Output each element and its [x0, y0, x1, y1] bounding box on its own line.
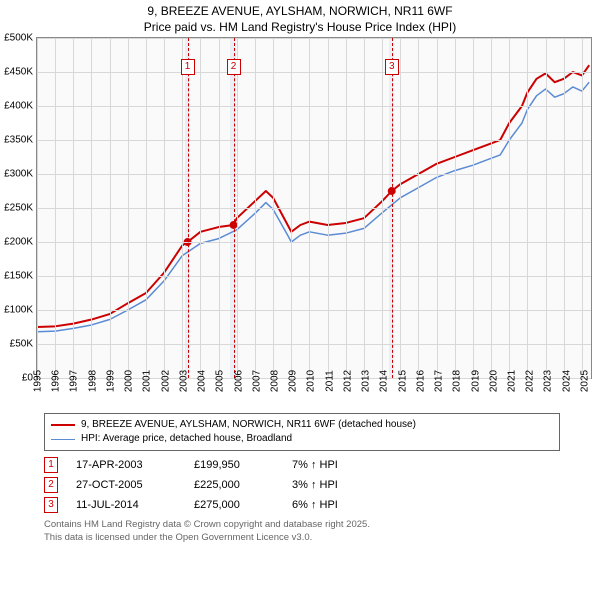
txn-pct: 3% ↑ HPI [292, 479, 338, 491]
x-tick-label: 1998 [83, 370, 98, 392]
txn-date: 27-OCT-2005 [76, 479, 176, 491]
txn-marker-2: 2 [44, 477, 58, 493]
y-tick-label: £150K [4, 271, 37, 282]
title-line-2: Price paid vs. HM Land Registry's House … [0, 20, 600, 36]
txn-price: £225,000 [194, 479, 274, 491]
txn-date: 17-APR-2003 [76, 459, 176, 471]
txn-marker-3: 3 [44, 497, 58, 513]
txn-price: £199,950 [194, 459, 274, 471]
y-tick-label: £250K [4, 203, 37, 214]
table-row: 1 17-APR-2003 £199,950 7% ↑ HPI [44, 455, 560, 475]
plot-region: £0£50K£100K£150K£200K£250K£300K£350K£400… [36, 37, 592, 379]
legend-label-property: 9, BREEZE AVENUE, AYLSHAM, NORWICH, NR11… [81, 418, 416, 432]
legend-item-hpi: HPI: Average price, detached house, Broa… [51, 432, 553, 446]
x-tick-label: 2003 [174, 370, 189, 392]
chart-callout: 3 [385, 59, 399, 75]
x-tick-label: 2017 [430, 370, 445, 392]
x-tick-label: 2023 [539, 370, 554, 392]
chart-container: 9, BREEZE AVENUE, AYLSHAM, NORWICH, NR11… [0, 0, 600, 544]
y-tick-label: £50K [10, 339, 37, 350]
x-tick-label: 2006 [229, 370, 244, 392]
x-tick-label: 2012 [338, 370, 353, 392]
x-tick-label: 2002 [156, 370, 171, 392]
y-tick-label: £350K [4, 135, 37, 146]
chart-area: £0£50K£100K£150K£200K£250K£300K£350K£400… [36, 37, 592, 407]
x-tick-label: 2021 [502, 370, 517, 392]
txn-marker-1: 1 [44, 457, 58, 473]
title-line-1: 9, BREEZE AVENUE, AYLSHAM, NORWICH, NR11… [0, 4, 600, 20]
y-tick-label: £500K [4, 33, 37, 44]
txn-pct: 7% ↑ HPI [292, 459, 338, 471]
x-tick-label: 1996 [47, 370, 62, 392]
txn-pct: 6% ↑ HPI [292, 499, 338, 511]
x-tick-label: 2008 [265, 370, 280, 392]
x-tick-label: 1997 [65, 370, 80, 392]
legend-swatch-hpi [51, 439, 75, 440]
x-tick-label: 2022 [521, 370, 536, 392]
legend-label-hpi: HPI: Average price, detached house, Broa… [81, 432, 292, 446]
x-tick-label: 2004 [193, 370, 208, 392]
x-tick-label: 2020 [484, 370, 499, 392]
series-property [37, 65, 589, 327]
x-tick-label: 2009 [284, 370, 299, 392]
x-tick-label: 2001 [138, 370, 153, 392]
footer: Contains HM Land Registry data © Crown c… [44, 519, 560, 544]
transaction-table: 1 17-APR-2003 £199,950 7% ↑ HPI 2 27-OCT… [44, 455, 560, 515]
x-tick-label: 2010 [302, 370, 317, 392]
table-row: 3 11-JUL-2014 £275,000 6% ↑ HPI [44, 495, 560, 515]
y-tick-label: £200K [4, 237, 37, 248]
legend: 9, BREEZE AVENUE, AYLSHAM, NORWICH, NR11… [44, 413, 560, 451]
table-row: 2 27-OCT-2005 £225,000 3% ↑ HPI [44, 475, 560, 495]
chart-callout: 1 [181, 59, 195, 75]
series-hpi [37, 82, 589, 332]
footer-line-1: Contains HM Land Registry data © Crown c… [44, 519, 560, 531]
chart-callout: 2 [227, 59, 241, 75]
y-tick-label: £400K [4, 101, 37, 112]
x-tick-label: 2019 [466, 370, 481, 392]
x-tick-label: 2011 [320, 370, 335, 392]
x-tick-label: 2007 [247, 370, 262, 392]
y-tick-label: £100K [4, 305, 37, 316]
x-tick-label: 2024 [557, 370, 572, 392]
txn-date: 11-JUL-2014 [76, 499, 176, 511]
x-tick-label: 2016 [411, 370, 426, 392]
y-tick-label: £450K [4, 67, 37, 78]
x-tick-label: 2005 [211, 370, 226, 392]
x-tick-label: 2013 [357, 370, 372, 392]
legend-swatch-property [51, 424, 75, 426]
title-block: 9, BREEZE AVENUE, AYLSHAM, NORWICH, NR11… [0, 0, 600, 37]
x-tick-label: 1995 [29, 370, 44, 392]
x-tick-label: 2015 [393, 370, 408, 392]
x-tick-label: 2018 [448, 370, 463, 392]
txn-price: £275,000 [194, 499, 274, 511]
x-tick-label: 2014 [375, 370, 390, 392]
footer-line-2: This data is licensed under the Open Gov… [44, 532, 560, 544]
y-tick-label: £300K [4, 169, 37, 180]
x-tick-label: 1999 [101, 370, 116, 392]
x-tick-label: 2025 [575, 370, 590, 392]
x-tick-label: 2000 [120, 370, 135, 392]
legend-item-property: 9, BREEZE AVENUE, AYLSHAM, NORWICH, NR11… [51, 418, 553, 432]
